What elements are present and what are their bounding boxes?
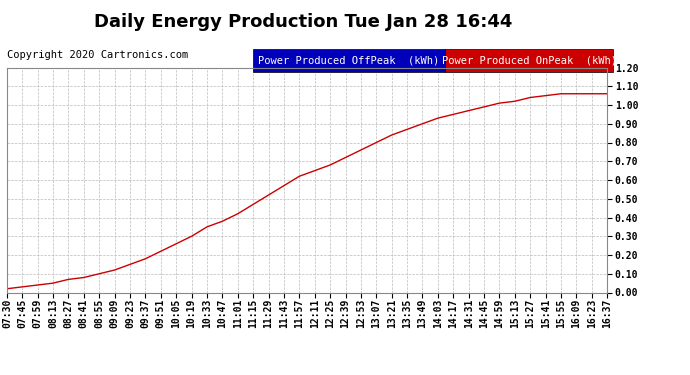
Text: Copyright 2020 Cartronics.com: Copyright 2020 Cartronics.com: [7, 50, 188, 60]
FancyBboxPatch shape: [253, 50, 445, 72]
Text: Power Produced OnPeak  (kWh): Power Produced OnPeak (kWh): [442, 56, 617, 66]
Text: Power Produced OffPeak  (kWh): Power Produced OffPeak (kWh): [259, 56, 440, 66]
Text: Daily Energy Production Tue Jan 28 16:44: Daily Energy Production Tue Jan 28 16:44: [95, 13, 513, 31]
FancyBboxPatch shape: [445, 50, 613, 72]
